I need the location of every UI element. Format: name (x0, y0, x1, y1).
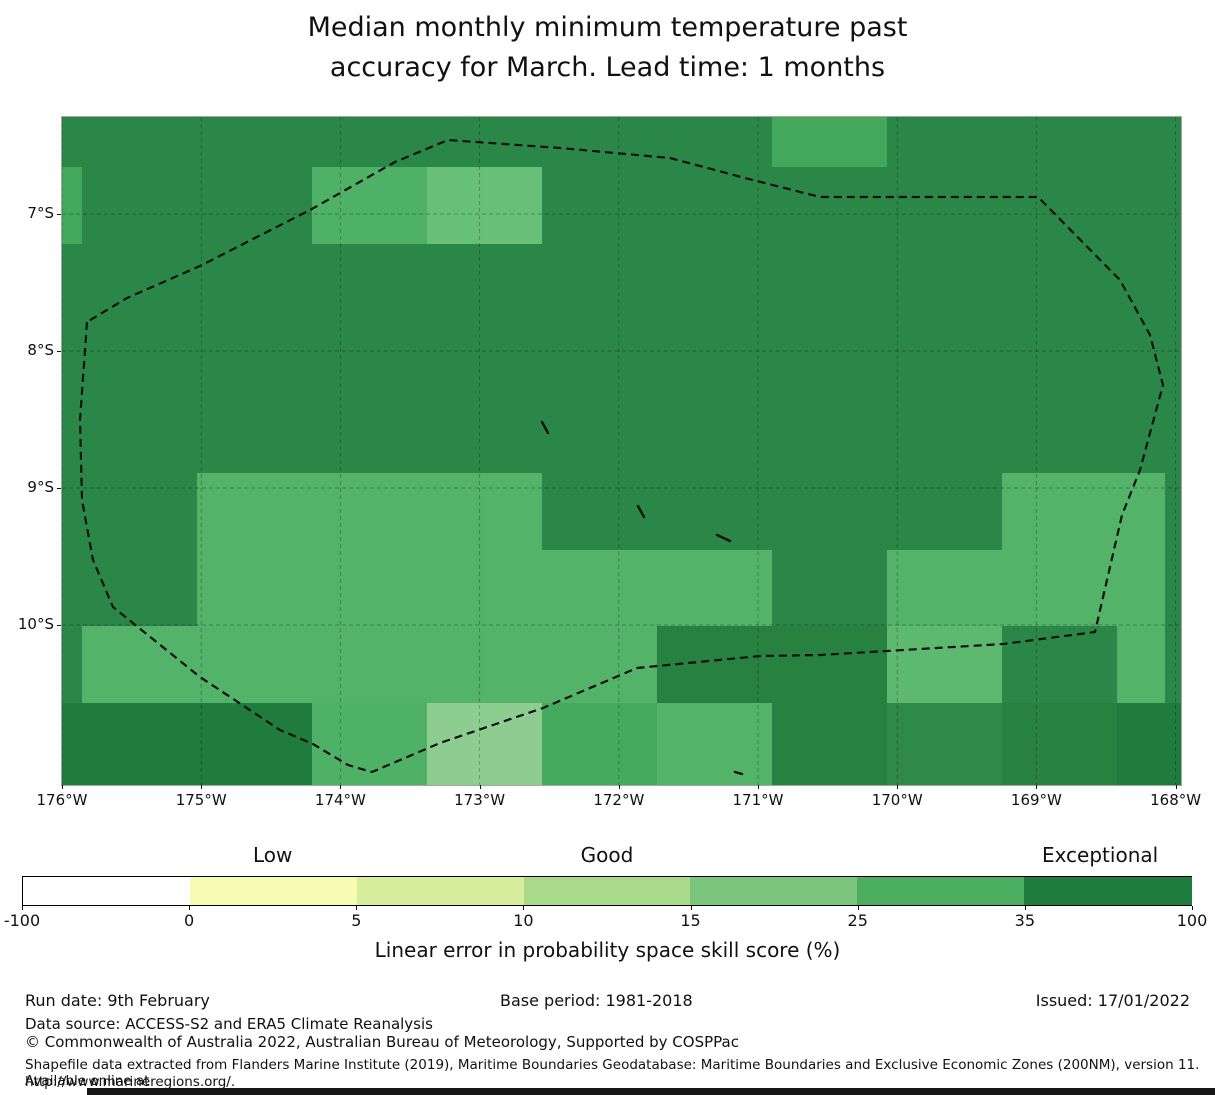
grid-cell (197, 550, 772, 626)
chart-title: Median monthly minimum temperature past … (0, 8, 1215, 88)
grid-cell (772, 117, 887, 167)
y-axis-tick-mark (57, 214, 61, 215)
grid-cell (657, 626, 887, 703)
grid-cell (1117, 703, 1181, 785)
x-axis-tick-mark (758, 785, 759, 789)
grid-cell (427, 167, 542, 244)
chart-title-line2: accuracy for March. Lead time: 1 months (329, 52, 886, 83)
x-axis-tick-mark (897, 785, 899, 789)
grid-cell (1002, 473, 1165, 550)
colorbar-tick-label: 35 (1014, 911, 1036, 930)
x-axis-tick-label: 171°W (732, 791, 784, 809)
grid-cell (887, 550, 1165, 626)
colorbar-tick-mark (189, 906, 191, 910)
grid-cell (62, 703, 312, 785)
island-mark (715, 533, 732, 543)
x-axis-tick-mark (479, 785, 481, 789)
colorbar-tick-label: 5 (351, 911, 362, 930)
y-axis-tick-label: 8°S (27, 341, 54, 359)
y-axis-tick-mark (57, 351, 61, 352)
colorbar-tick-label: -100 (3, 911, 41, 930)
colorbar-tick-mark (1192, 906, 1193, 910)
grid-cell (542, 703, 657, 785)
grid-cell (1165, 473, 1181, 703)
grid-cell (312, 167, 427, 244)
grid-cell (1117, 626, 1165, 703)
eez-boundary-line (78, 138, 1165, 774)
grid-cell (1002, 703, 1117, 785)
x-axis-tick-label: 172°W (593, 791, 645, 809)
colorbar-tick-label: 100 (1176, 911, 1208, 930)
colorbar-tick-label: 25 (847, 911, 868, 930)
x-axis-tick-mark (1036, 785, 1038, 789)
x-axis-tick-label: 173°W (454, 791, 506, 809)
x-axis-tick-mark (618, 785, 620, 789)
grid-cell (887, 626, 1002, 703)
shapefile-attribution-text: Shapefile data extracted from Flanders M… (25, 1057, 1200, 1089)
colorbar-tick-mark (523, 906, 525, 910)
run-date-text: Run date: 9th February (25, 991, 210, 1010)
x-axis-tick-mark (1175, 785, 1177, 789)
colorbar-category-label: Exceptional (1041, 843, 1159, 867)
colorbar (22, 876, 1192, 906)
chart-title-line1: Median monthly minimum temperature past (307, 12, 908, 43)
grid-cell (772, 703, 887, 785)
issued-date-text: Issued: 17/01/2022 (1035, 991, 1190, 1010)
colorbar-tick-mark (857, 906, 859, 910)
x-axis-tick-label: 168°W (1150, 791, 1202, 809)
colorbar-category-label: Low (253, 843, 293, 867)
x-axis-tick-label: 174°W (314, 791, 366, 809)
y-axis-tick-label: 9°S (27, 478, 54, 496)
bottom-edge-bar (87, 1088, 1215, 1095)
map-plot-area (61, 116, 1182, 786)
x-axis-tick-label: 176°W (36, 791, 88, 809)
colorbar-segment (23, 877, 191, 905)
y-axis-tick-label: 7°S (27, 204, 54, 222)
colorbar-segment (857, 877, 1025, 905)
colorbar-segment (523, 877, 692, 905)
y-axis-tick-mark (57, 625, 61, 626)
grid-cell (657, 703, 772, 785)
colorbar-tick-label: 10 (513, 911, 534, 930)
colorbar-category-label: Good (580, 843, 634, 867)
x-axis-tick-label: 169°W (1010, 791, 1062, 809)
grid-cell (427, 703, 542, 785)
colorbar-segment (690, 877, 858, 905)
y-axis-tick-label: 10°S (17, 615, 54, 633)
colorbar-segment (1024, 877, 1192, 905)
colorbar-segment (356, 877, 525, 905)
colorbar-axis-label: Linear error in probability space skill … (374, 938, 841, 962)
x-axis-tick-label: 175°W (175, 791, 227, 809)
colorbar-tick-label: 0 (184, 911, 195, 930)
x-axis-tick-mark (340, 785, 342, 789)
data-source-text: Data source: ACCESS-S2 and ERA5 Climate … (25, 1015, 433, 1033)
skill-score-map (62, 117, 1181, 785)
x-axis-tick-mark (201, 785, 203, 789)
colorbar-segment (189, 877, 358, 905)
island-mark (540, 420, 550, 435)
colorbar-tick-mark (1024, 906, 1026, 910)
colorbar-tick-mark (22, 906, 23, 910)
grid-cell (887, 703, 1002, 785)
x-axis-tick-mark (62, 785, 63, 789)
grid-cell (62, 167, 82, 244)
x-axis-tick-label: 170°W (871, 791, 923, 809)
island-mark (636, 504, 646, 519)
copyright-text: © Commonwealth of Australia 2022, Austra… (25, 1033, 739, 1051)
island-mark (733, 770, 744, 776)
colorbar-tick-mark (356, 906, 358, 910)
grid-cell (82, 626, 657, 703)
grid-cell (197, 473, 542, 550)
shapefile-url-text: http://www.marineregions.org/. (25, 1074, 236, 1090)
y-axis-tick-mark (57, 488, 61, 489)
grid-cell (312, 703, 427, 785)
base-period-text: Base period: 1981-2018 (500, 991, 693, 1010)
colorbar-tick-label: 15 (680, 911, 701, 930)
colorbar-tick-mark (690, 906, 692, 910)
